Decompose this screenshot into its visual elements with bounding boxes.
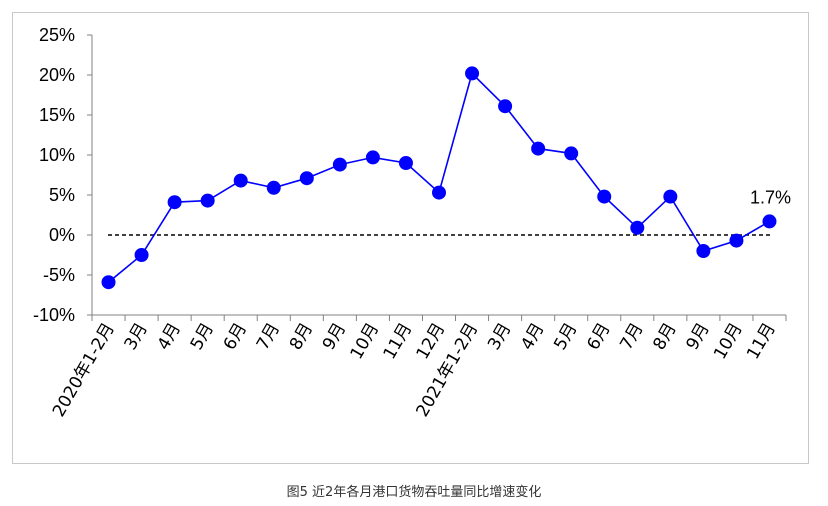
chart-series [101, 66, 777, 290]
data-point [762, 214, 777, 229]
y-tick-label: 5% [49, 185, 75, 205]
chart-frame [12, 12, 809, 464]
x-tick-label: 3月 [484, 319, 515, 353]
data-point [564, 146, 579, 161]
y-tick-label: -5% [43, 265, 75, 285]
y-tick-label: 15% [39, 105, 75, 125]
x-tick-label: 6月 [583, 320, 614, 354]
y-tick-label: 25% [39, 25, 75, 45]
y-tick-label: 20% [39, 65, 75, 85]
x-tick-label: 9月 [319, 320, 350, 354]
y-tick-label: -10% [33, 305, 75, 325]
data-point [365, 150, 380, 165]
data-point [630, 220, 645, 235]
data-point [729, 233, 744, 248]
chart-axes: -10% -5% 0% 5% 10% 15% 20% 25% [33, 25, 787, 325]
data-point [233, 173, 248, 188]
x-tick-label: 10月 [710, 320, 747, 363]
x-tick-label: 6月 [220, 320, 251, 354]
series-line [107, 71, 770, 283]
data-point [134, 248, 149, 262]
x-tick-label: 5月 [550, 320, 581, 354]
x-tick-label: 10月 [347, 320, 384, 363]
data-point [696, 244, 711, 258]
x-tick-label: 4月 [154, 320, 185, 354]
x-tick-label: 11月 [380, 320, 417, 363]
data-point [266, 180, 281, 195]
data-point [498, 99, 513, 114]
figure-caption: 图5 近2年各月港口货物吞吐量同比增速变化 [286, 485, 542, 500]
data-point [432, 185, 446, 200]
x-tick-label: 9月 [682, 320, 713, 354]
data-point [531, 141, 546, 156]
data-label: 1.7% [750, 187, 791, 207]
x-tick-label: 11月 [743, 320, 780, 363]
x-tick-label: 3月 [121, 320, 152, 354]
data-point [663, 189, 678, 204]
data-point [465, 66, 480, 81]
data-point [299, 171, 314, 186]
data-point [101, 275, 116, 290]
data-point [332, 157, 347, 172]
x-tick-label: 7月 [616, 320, 647, 354]
x-tick-label: 7月 [253, 320, 284, 354]
data-point [398, 156, 413, 170]
x-tick-label: 2020年1-2月 [49, 320, 119, 421]
x-tick-label: 8月 [286, 320, 317, 354]
data-point [597, 189, 612, 204]
data-point [200, 193, 215, 208]
y-tick-label: 0% [49, 225, 75, 245]
x-tick-label: 8月 [649, 320, 680, 354]
x-tick-label: 5月 [187, 320, 218, 354]
x-tick-label: 4月 [517, 320, 548, 354]
y-tick-label: 10% [39, 145, 75, 165]
line-chart: -10%-5%0%5%10%15%20%25% 2020年1-2月 3月 4月 5月 6… [33, 25, 791, 420]
data-point [167, 195, 182, 210]
chart-labels: 2020年1-2月 3月 4月 5月 6月 7月 8月 9月10月11月12月2021年1-2… [49, 187, 791, 420]
